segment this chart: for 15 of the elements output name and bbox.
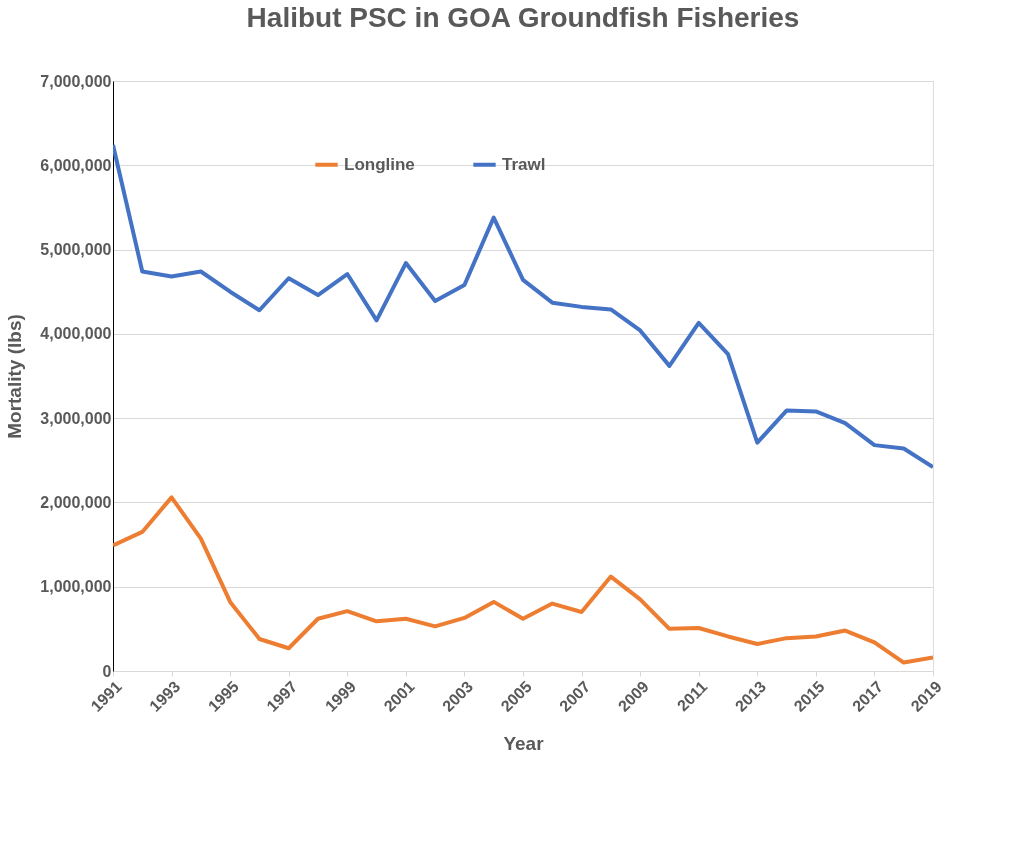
y-tick-label: 2,000,000 (40, 493, 112, 511)
y-tick-label: 5,000,000 (40, 241, 112, 259)
y-tick-label: 3,000,000 (40, 409, 112, 427)
x-axis-title: Year (503, 732, 545, 754)
chart-title: Halibut PSC in GOA Groundfish Fisheries (246, 2, 800, 33)
y-tick-label: 0 (102, 662, 112, 680)
y-tick-label: 7,000,000 (40, 72, 112, 90)
legend-label: Trawl (502, 154, 546, 174)
y-tick-label: 4,000,000 (40, 325, 112, 343)
y-tick-label: 6,000,000 (40, 156, 112, 174)
y-tick-label: 1,000,000 (40, 578, 112, 596)
legend-label: Longline (344, 154, 415, 174)
line-series (113, 495, 933, 665)
y-axis-title: Mortality (lbs) (4, 314, 26, 439)
line-series (113, 143, 933, 470)
